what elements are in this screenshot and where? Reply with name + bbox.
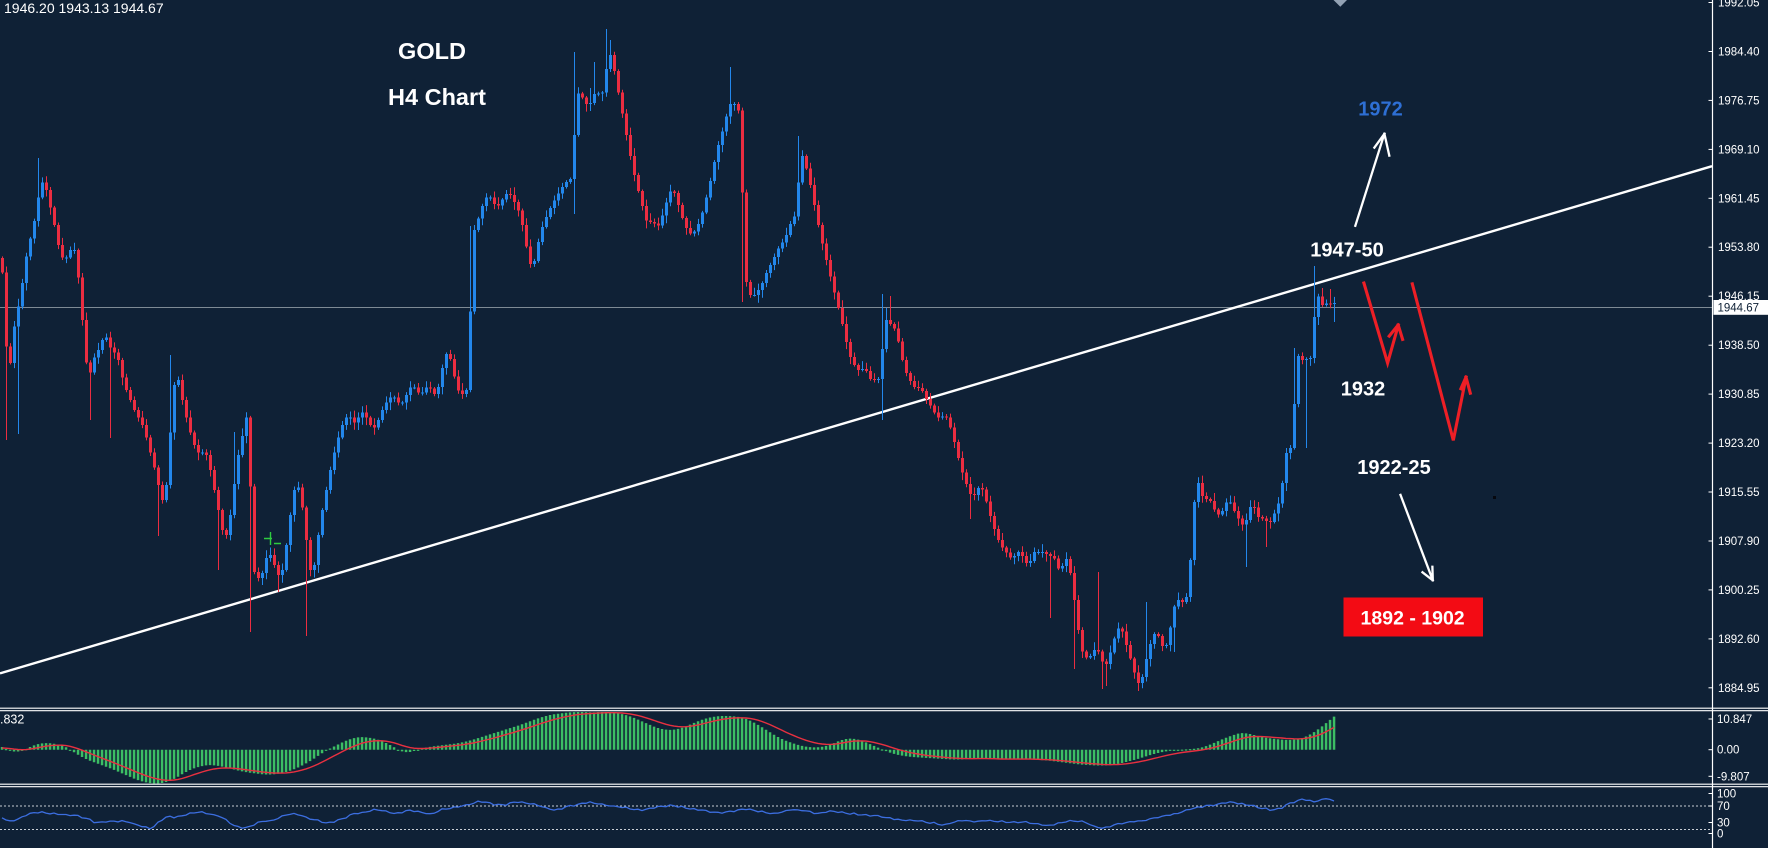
svg-text:0.00: 0.00 (1717, 745, 1739, 757)
svg-text:1923.20: 1923.20 (1718, 438, 1760, 450)
svg-text:GOLD: GOLD (398, 38, 466, 64)
svg-text:70: 70 (1717, 801, 1730, 813)
svg-text:1922-25: 1922-25 (1357, 457, 1430, 479)
svg-text:1932: 1932 (1341, 379, 1386, 401)
svg-text:1969.10: 1969.10 (1718, 144, 1760, 156)
svg-text:.832: .832 (0, 713, 24, 727)
svg-text:1930.85: 1930.85 (1718, 389, 1760, 401)
svg-text:1900.25: 1900.25 (1718, 585, 1760, 597)
svg-text:1884.95: 1884.95 (1718, 683, 1760, 695)
svg-text:1976.75: 1976.75 (1718, 95, 1760, 107)
svg-text:10.847: 10.847 (1717, 714, 1752, 726)
svg-text:1915.55: 1915.55 (1718, 487, 1760, 499)
svg-text:1992.05: 1992.05 (1718, 0, 1760, 10)
svg-text:30: 30 (1717, 818, 1730, 830)
svg-text:1984.40: 1984.40 (1718, 47, 1760, 59)
svg-text:1961.45: 1961.45 (1718, 193, 1760, 205)
svg-text:1892 - 1902: 1892 - 1902 (1361, 608, 1465, 630)
svg-text:1953.80: 1953.80 (1718, 242, 1760, 254)
svg-text:1944.67: 1944.67 (1718, 303, 1760, 315)
svg-text:H4 Chart: H4 Chart (388, 84, 486, 110)
svg-text:-9.807: -9.807 (1717, 771, 1750, 783)
svg-text:1907.90: 1907.90 (1718, 536, 1760, 548)
svg-text:1946.20 1943.13 1944.67: 1946.20 1943.13 1944.67 (4, 0, 164, 16)
svg-text:0: 0 (1717, 829, 1723, 841)
svg-text:1892.60: 1892.60 (1718, 634, 1760, 646)
svg-text:1972: 1972 (1358, 99, 1403, 121)
svg-text:100: 100 (1717, 789, 1736, 801)
svg-text:1947-50: 1947-50 (1310, 240, 1383, 262)
svg-text:1938.50: 1938.50 (1718, 340, 1760, 352)
